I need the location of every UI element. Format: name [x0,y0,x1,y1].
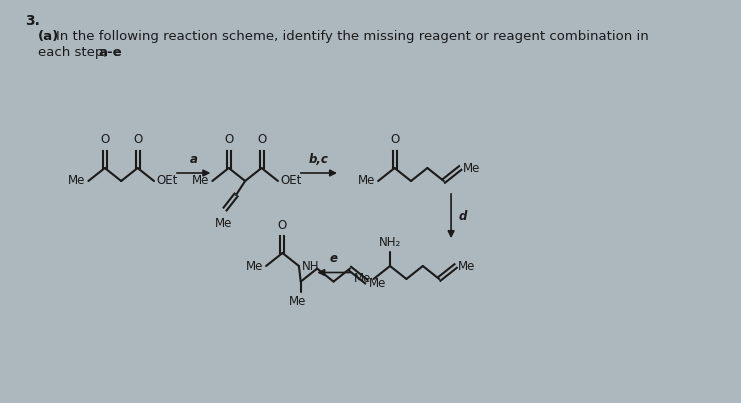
Text: Me: Me [246,260,263,272]
Text: .: . [114,46,118,59]
Text: In the following reaction scheme, identify the missing reagent or reagent combin: In the following reaction scheme, identi… [56,30,648,43]
Text: (a): (a) [39,30,59,43]
Text: Me: Me [68,174,86,187]
Text: e: e [330,253,338,266]
Text: OEt: OEt [281,174,302,187]
Text: O: O [133,133,142,146]
Text: each step,: each step, [39,46,112,59]
Text: d: d [459,210,467,222]
Text: b,c: b,c [309,153,329,166]
Text: O: O [224,133,233,146]
Text: Me: Me [289,295,307,307]
Text: O: O [100,133,110,146]
Text: Me: Me [358,174,376,187]
Text: Me: Me [215,217,232,230]
Text: NH: NH [302,260,319,272]
Text: Me: Me [459,260,476,272]
Text: NH₂: NH₂ [379,236,401,249]
Text: O: O [390,133,399,146]
Text: Me: Me [192,174,210,187]
Text: OEt: OEt [157,174,178,187]
Text: a-e: a-e [99,46,122,59]
Text: 3.: 3. [25,14,41,28]
Text: Me: Me [353,272,371,285]
Text: a: a [190,153,198,166]
Text: Me: Me [369,277,387,290]
Text: Me: Me [463,162,480,174]
Text: O: O [257,133,266,146]
Text: O: O [278,219,287,232]
